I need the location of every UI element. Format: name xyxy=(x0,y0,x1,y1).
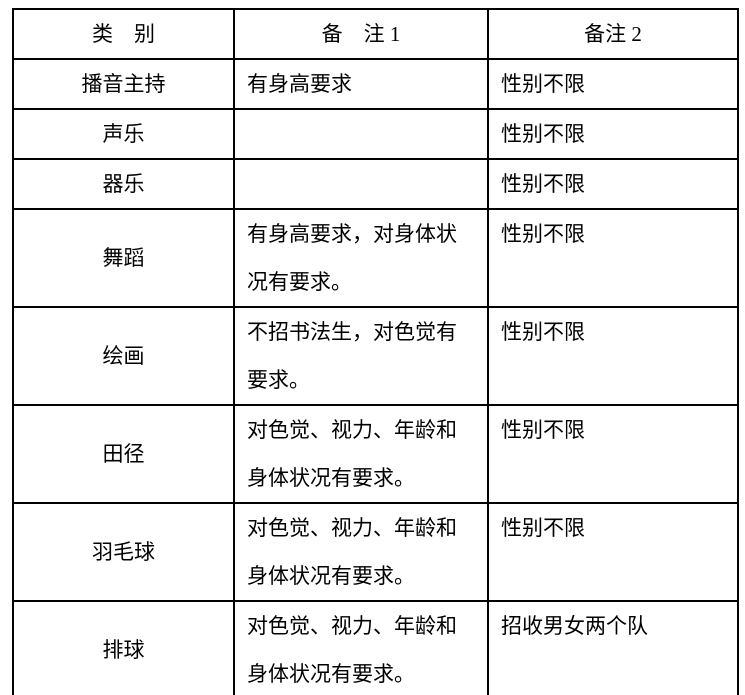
categories-remarks-table: 类 别 备 注 1 备注 2 播音主持 有身高要求 性别不限 声乐 性别不限 器… xyxy=(12,8,739,695)
cell-note1: 不招书法生，对色觉有 要求。 xyxy=(233,306,489,406)
cell-note2: 性别不限 xyxy=(487,306,739,406)
table-row: 绘画 不招书法生，对色觉有 要求。 性别不限 xyxy=(12,306,739,406)
table-row: 羽毛球 对色觉、视力、年龄和 身体状况有要求。 性别不限 xyxy=(12,502,739,602)
table-row: 声乐 性别不限 xyxy=(12,108,739,160)
table-row: 舞蹈 有身高要求，对身体状 况有要求。 性别不限 xyxy=(12,208,739,308)
header-note1: 备 注 1 xyxy=(233,8,489,60)
cell-category: 器乐 xyxy=(12,158,235,210)
cell-note2: 性别不限 xyxy=(487,158,739,210)
table-row: 器乐 性别不限 xyxy=(12,158,739,210)
cell-note1: 有身高要求 xyxy=(233,58,489,110)
header-note2: 备注 2 xyxy=(487,8,739,60)
cell-category: 绘画 xyxy=(12,306,235,406)
cell-note1 xyxy=(233,158,489,210)
cell-category: 排球 xyxy=(12,600,235,695)
table-row: 播音主持 有身高要求 性别不限 xyxy=(12,58,739,110)
cell-note2: 性别不限 xyxy=(487,502,739,602)
cell-note1: 对色觉、视力、年龄和 身体状况有要求。 xyxy=(233,600,489,695)
table-header-row: 类 别 备 注 1 备注 2 xyxy=(12,8,739,60)
cell-note2: 性别不限 xyxy=(487,208,739,308)
cell-category: 播音主持 xyxy=(12,58,235,110)
header-category: 类 别 xyxy=(12,8,235,60)
cell-note1 xyxy=(233,108,489,160)
table-row: 田径 对色觉、视力、年龄和 身体状况有要求。 性别不限 xyxy=(12,404,739,504)
cell-category: 田径 xyxy=(12,404,235,504)
cell-note1: 对色觉、视力、年龄和 身体状况有要求。 xyxy=(233,502,489,602)
cell-note2: 性别不限 xyxy=(487,108,739,160)
cell-note1: 有身高要求，对身体状 况有要求。 xyxy=(233,208,489,308)
cell-note2: 性别不限 xyxy=(487,58,739,110)
cell-note2: 招收男女两个队 xyxy=(487,600,739,695)
table-row: 排球 对色觉、视力、年龄和 身体状况有要求。 招收男女两个队 xyxy=(12,600,739,695)
cell-category: 舞蹈 xyxy=(12,208,235,308)
cell-note1: 对色觉、视力、年龄和 身体状况有要求。 xyxy=(233,404,489,504)
cell-category: 羽毛球 xyxy=(12,502,235,602)
cell-category: 声乐 xyxy=(12,108,235,160)
cell-note2: 性别不限 xyxy=(487,404,739,504)
